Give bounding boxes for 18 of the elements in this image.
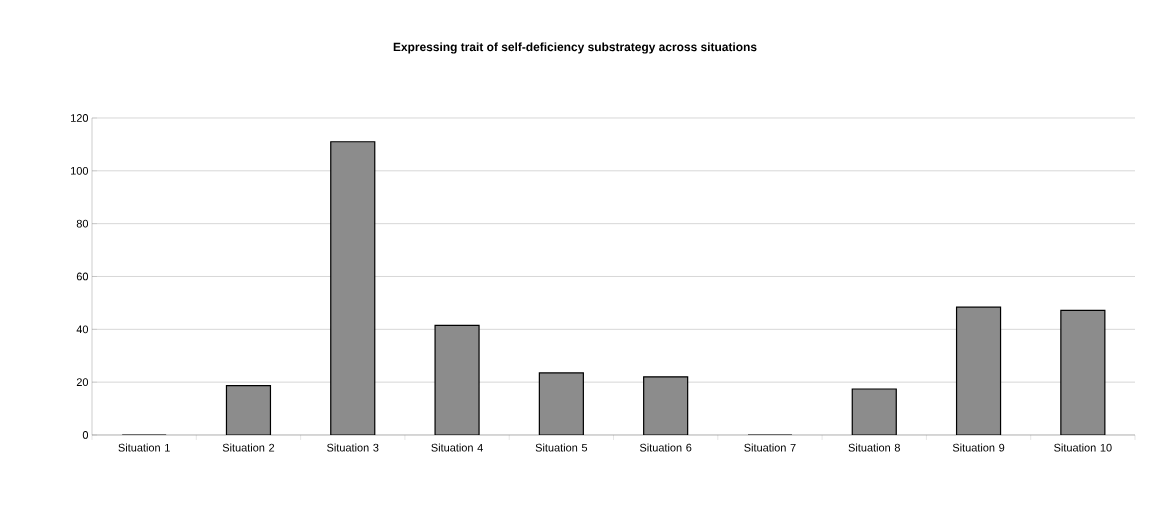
chart-title: Expressing trait of self-deficiency substrategy across situations [393, 42, 757, 54]
y-tick-label: 0 [82, 431, 89, 439]
x-tick-label: Situation 2 [222, 443, 275, 452]
x-tick-label: Situation 1 [118, 443, 170, 452]
y-tick-label: 80 [76, 219, 89, 228]
y-tick-label: 40 [76, 325, 89, 334]
x-tick-label: Situation 3 [327, 443, 379, 452]
x-tick-label: Situation 6 [639, 443, 692, 452]
x-tick-label: Situation 8 [848, 443, 900, 452]
y-tick-label: 60 [76, 272, 89, 281]
x-tick-label: Situation 4 [431, 443, 483, 452]
y-tick-label: 120 [71, 114, 89, 122]
x-tick-label: Situation 5 [535, 443, 588, 452]
y-tick-label: 20 [76, 378, 89, 387]
x-tick-label: Situation 9 [952, 443, 1005, 452]
x-tick-label: Situation 7 [744, 443, 796, 452]
x-tick-label: Situation 10 [1054, 443, 1112, 452]
y-tick-label: 100 [71, 166, 89, 175]
